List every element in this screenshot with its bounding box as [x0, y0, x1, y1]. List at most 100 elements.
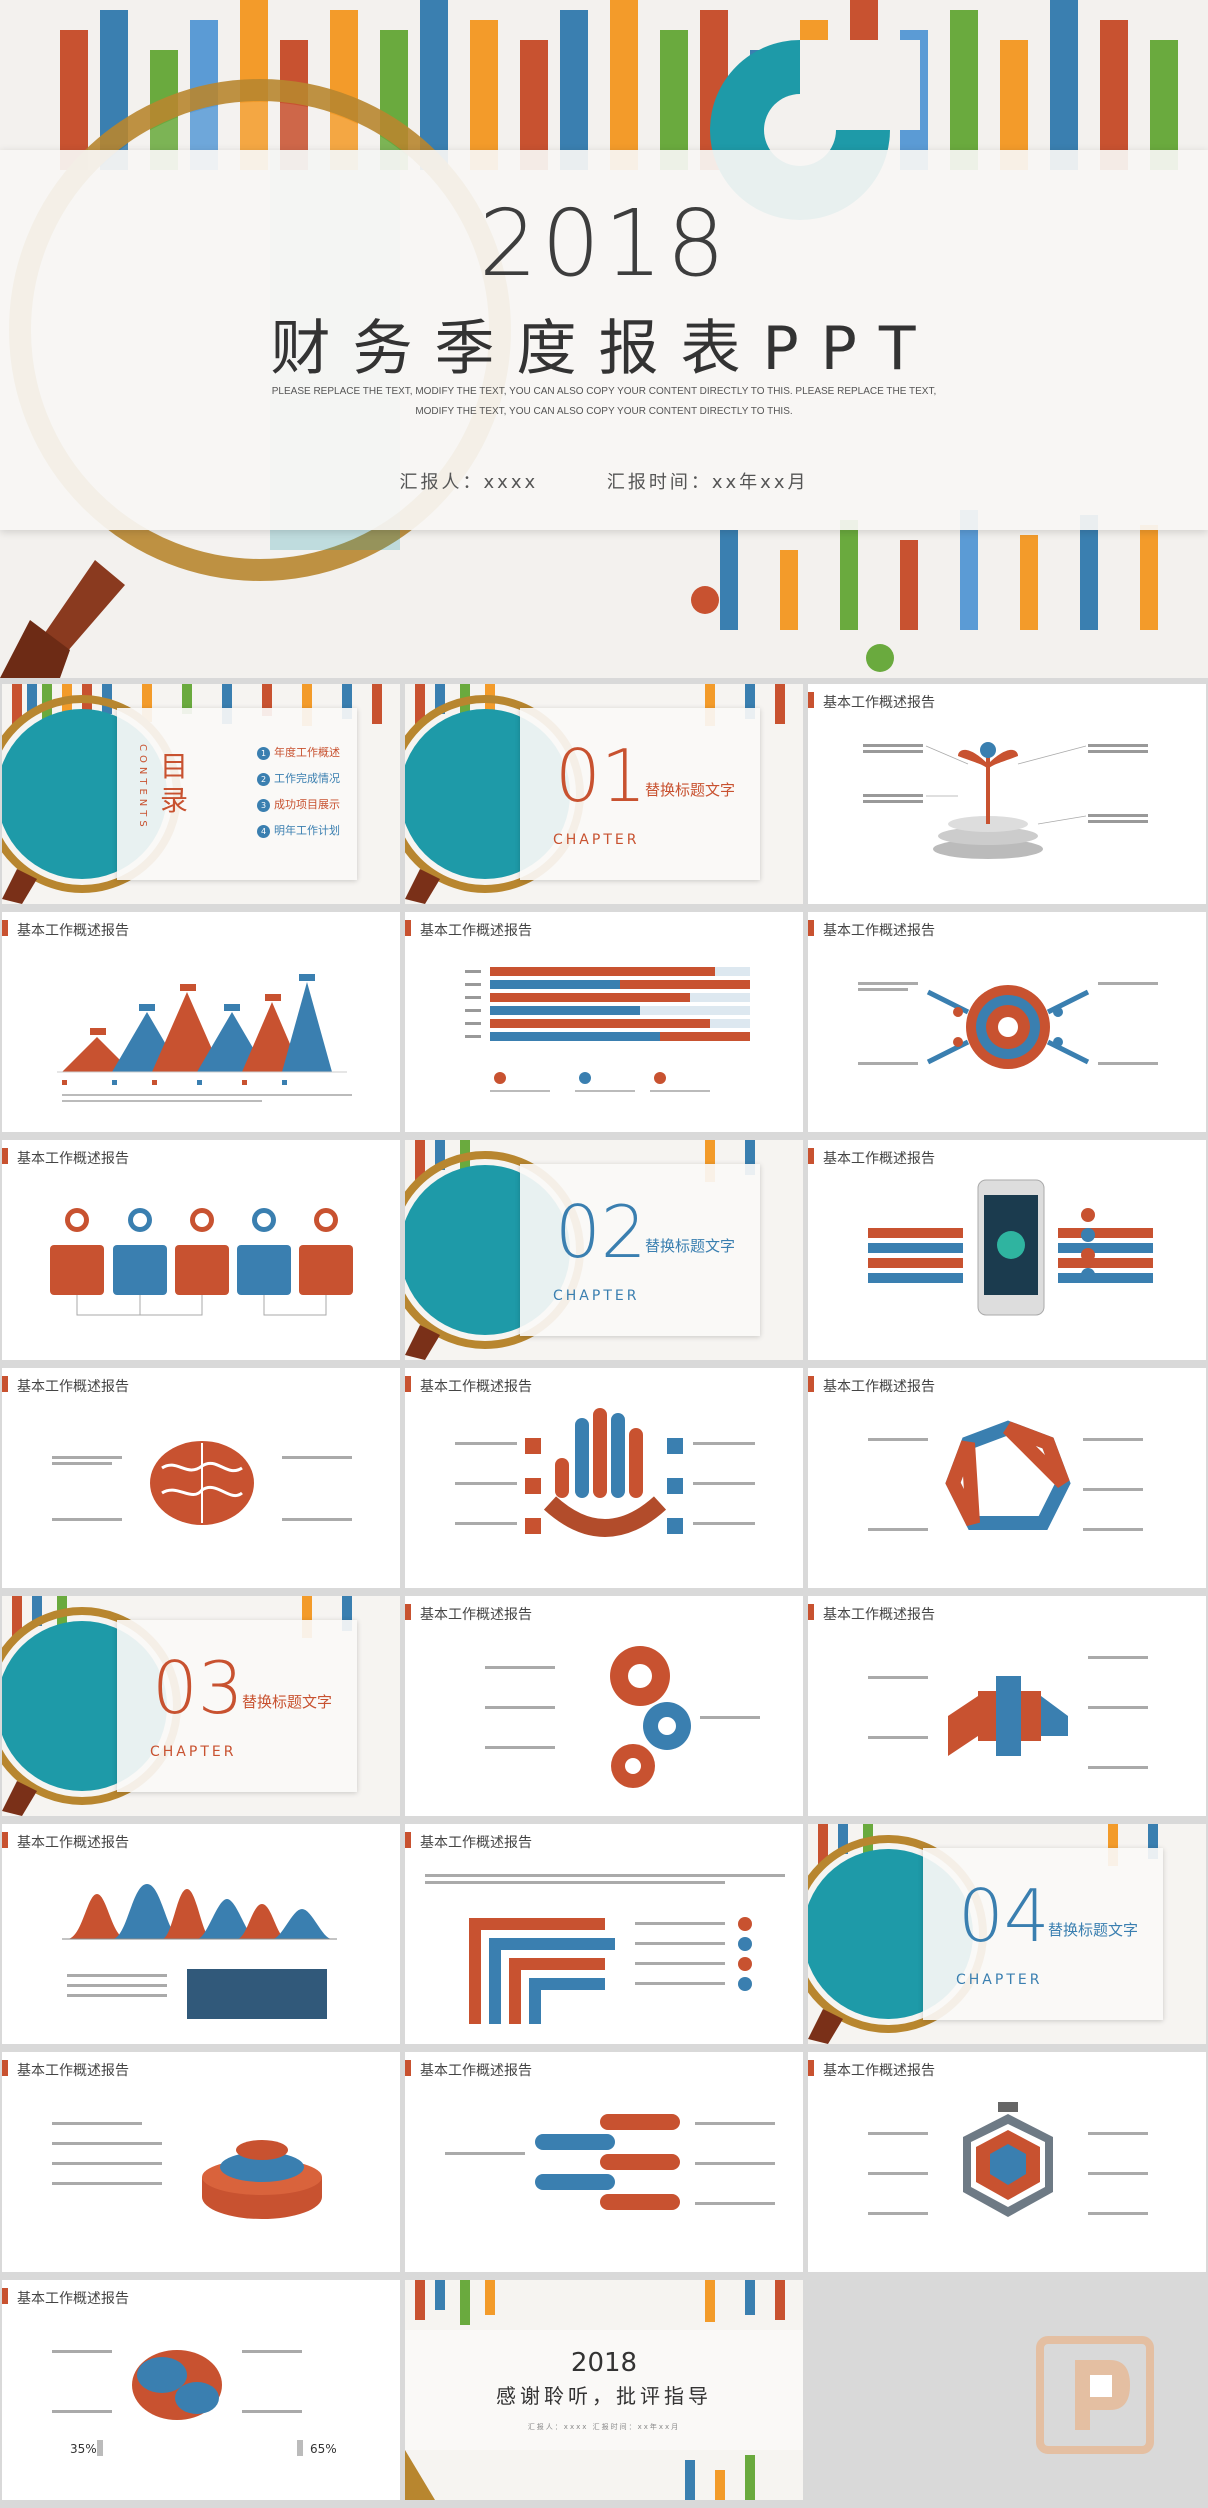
section-label: 替换标题文字 — [1048, 1921, 1139, 1939]
toc-number-2: 2 — [257, 773, 270, 786]
toc-item-3[interactable]: 3 成功项目展示 — [257, 796, 340, 812]
toc-number-4: 4 — [257, 825, 270, 838]
section-panel — [117, 1620, 357, 1792]
mountain-chart — [57, 974, 352, 1102]
section-chapter: CHAPTER — [553, 1288, 640, 1304]
percent-right: 65% — [310, 2442, 337, 2456]
hero-year: 2018 — [478, 190, 730, 297]
brain-diagram — [52, 1441, 352, 1525]
toc-item-4[interactable]: 4 明年工作计划 — [257, 822, 340, 838]
target-diagram — [858, 982, 1158, 1069]
slide-ribbons[interactable]: 基本工作概述报告 — [405, 2052, 803, 2272]
slide-wave-chart[interactable]: 基本工作概述报告 — [2, 1824, 400, 2044]
report-time: 汇报时间：xx年xx月 — [606, 472, 809, 493]
slide-header: 基本工作概述报告 — [2, 2060, 129, 2080]
slide-header: 基本工作概述报告 — [405, 1376, 532, 1396]
plant-coins-diagram — [863, 742, 1148, 859]
slide-cake[interactable]: 基本工作概述报告 — [2, 2052, 400, 2272]
slide-plant-coins[interactable]: 基本工作概述报告 — [808, 684, 1206, 904]
section-label: 替换标题文字 — [242, 1693, 333, 1711]
section-chapter: CHAPTER — [553, 832, 640, 848]
slide-phone[interactable]: 基本工作概述报告 — [808, 1140, 1206, 1360]
ending-year: 2018 — [570, 2348, 638, 2378]
slide-header: 基本工作概述报告 — [405, 2060, 532, 2080]
section-chapter: CHAPTER — [150, 1744, 237, 1760]
blocks-diagram — [868, 1656, 1148, 1769]
section-chapter: CHAPTER — [956, 1972, 1043, 1988]
slide-brain-percent[interactable]: 基本工作概述报告 35% 65% — [2, 2280, 400, 2500]
section-panel — [520, 708, 760, 880]
slide-brain[interactable]: 基本工作概述报告 — [2, 1368, 400, 1588]
slide-section-03[interactable]: 03 CHAPTER 替换标题文字 — [2, 1596, 400, 1816]
heptagon-diagram — [868, 1420, 1143, 1531]
slide-mountain-chart[interactable]: 基本工作概述报告 — [2, 912, 400, 1132]
slide-toc[interactable]: 目录 CONTENTS 1 年度工作概述 2 工作完成情况 3 成功项目展示 4 明年工… — [2, 684, 400, 904]
phone-diagram — [868, 1179, 1153, 1316]
brain-percent-diagram — [52, 2350, 303, 2456]
slide-section-02[interactable]: 02 CHAPTER 替换标题文字 — [405, 1140, 803, 1360]
slide-header: 基本工作概述报告 — [2, 1148, 129, 1168]
slide-hand[interactable]: 基本工作概述报告 — [405, 1368, 803, 1588]
slide-ending[interactable]: 2018 感谢聆听，批评指导 汇报人：xxxx 汇报时间：xx年xx月 — [405, 2280, 803, 2500]
slide-header: 基本工作概述报告 — [808, 1604, 935, 1624]
hero-subtitle-line2: MODIFY THE TEXT, YOU CAN ALSO COPY YOUR … — [415, 406, 793, 417]
hexagon-diagram — [868, 2102, 1148, 2217]
slide-stacked-bars[interactable]: 基本工作概述报告 — [405, 912, 803, 1132]
slide-section-04[interactable]: 04 CHAPTER 替换标题文字 — [808, 1824, 1206, 2044]
section-panel — [923, 1848, 1163, 2020]
section-number: 02 — [555, 1190, 647, 1274]
slide-header: 基本工作概述报告 — [2, 1832, 129, 1852]
ending-background-art — [405, 2280, 803, 2500]
hero-title: 财务季度报表PPT — [270, 314, 938, 384]
reporter: 汇报人：xxxx — [399, 472, 539, 493]
section-number: 01 — [555, 734, 647, 818]
slide-header: 基本工作概述报告 — [808, 1148, 935, 1168]
stacked-bar-chart — [465, 967, 750, 1092]
hero-meta: 汇报人：xxxx 汇报时间：xx年xx月 — [0, 468, 1208, 494]
slide-gears[interactable]: 基本工作概述报告 — [405, 1596, 803, 1816]
gears-diagram — [485, 1646, 760, 1788]
toc-title-en: CONTENTS — [137, 744, 148, 831]
slide-header: 基本工作概述报告 — [405, 920, 532, 940]
hand-diagram — [455, 1408, 755, 1537]
slide-target[interactable]: 基本工作概述报告 — [808, 912, 1206, 1132]
slide-3d-blocks[interactable]: 基本工作概述报告 — [808, 1596, 1206, 1816]
ending-meta: 汇报人：xxxx 汇报时间：xx年xx月 — [527, 2423, 681, 2431]
toc-title: 目录 — [160, 750, 189, 817]
arrows-diagram — [425, 1874, 785, 2024]
percent-left: 35% — [70, 2442, 97, 2456]
ending-text: 感谢聆听，批评指导 — [496, 2384, 712, 2408]
slide-header: 基本工作概述报告 — [405, 1604, 532, 1624]
cake-diagram — [52, 2122, 322, 2219]
section-label: 替换标题文字 — [645, 1237, 736, 1255]
slide-header: 基本工作概述报告 — [808, 920, 935, 940]
slide-header: 基本工作概述报告 — [2, 1376, 129, 1396]
slide-heptagon[interactable]: 基本工作概述报告 — [808, 1368, 1206, 1588]
slide-section-01[interactable]: 01 CHAPTER 替换标题文字 — [405, 684, 803, 904]
slide-arrows[interactable]: 基本工作概述报告 — [405, 1824, 803, 2044]
hero-subtitle-line1: PLEASE REPLACE THE TEXT, MODIFY THE TEXT… — [271, 386, 937, 397]
pin-steps-diagram — [50, 1208, 353, 1316]
slide-header: 基本工作概述报告 — [405, 1832, 532, 1852]
slide-header: 基本工作概述报告 — [808, 692, 935, 712]
title-slide[interactable]: 2018 财务季度报表PPT PLEASE REPLACE THE TEXT, … — [0, 0, 1208, 678]
section-label: 替换标题文字 — [645, 781, 736, 799]
toc-panel — [117, 708, 357, 880]
toc-number-1: 1 — [257, 747, 270, 760]
ribbons-diagram — [445, 2114, 775, 2210]
section-number: 04 — [958, 1874, 1050, 1958]
watermark-logo — [1036, 2336, 1154, 2454]
hero-subtitle: PLEASE REPLACE THE TEXT, MODIFY THE TEXT… — [254, 382, 954, 422]
toc-item-2[interactable]: 2 工作完成情况 — [257, 770, 340, 786]
slide-hexagon-clock[interactable]: 基本工作概述报告 — [808, 2052, 1206, 2272]
title-panel — [0, 150, 1208, 530]
slide-header: 基本工作概述报告 — [808, 1376, 935, 1396]
slide-header: 基本工作概述报告 — [808, 2060, 935, 2080]
toc-number-3: 3 — [257, 799, 270, 812]
slide-pin-steps[interactable]: 基本工作概述报告 — [2, 1140, 400, 1360]
slide-header: 基本工作概述报告 — [2, 2288, 129, 2308]
slide-header: 基本工作概述报告 — [2, 920, 129, 940]
section-panel — [520, 1164, 760, 1336]
toc-item-1[interactable]: 1 年度工作概述 — [257, 744, 340, 760]
